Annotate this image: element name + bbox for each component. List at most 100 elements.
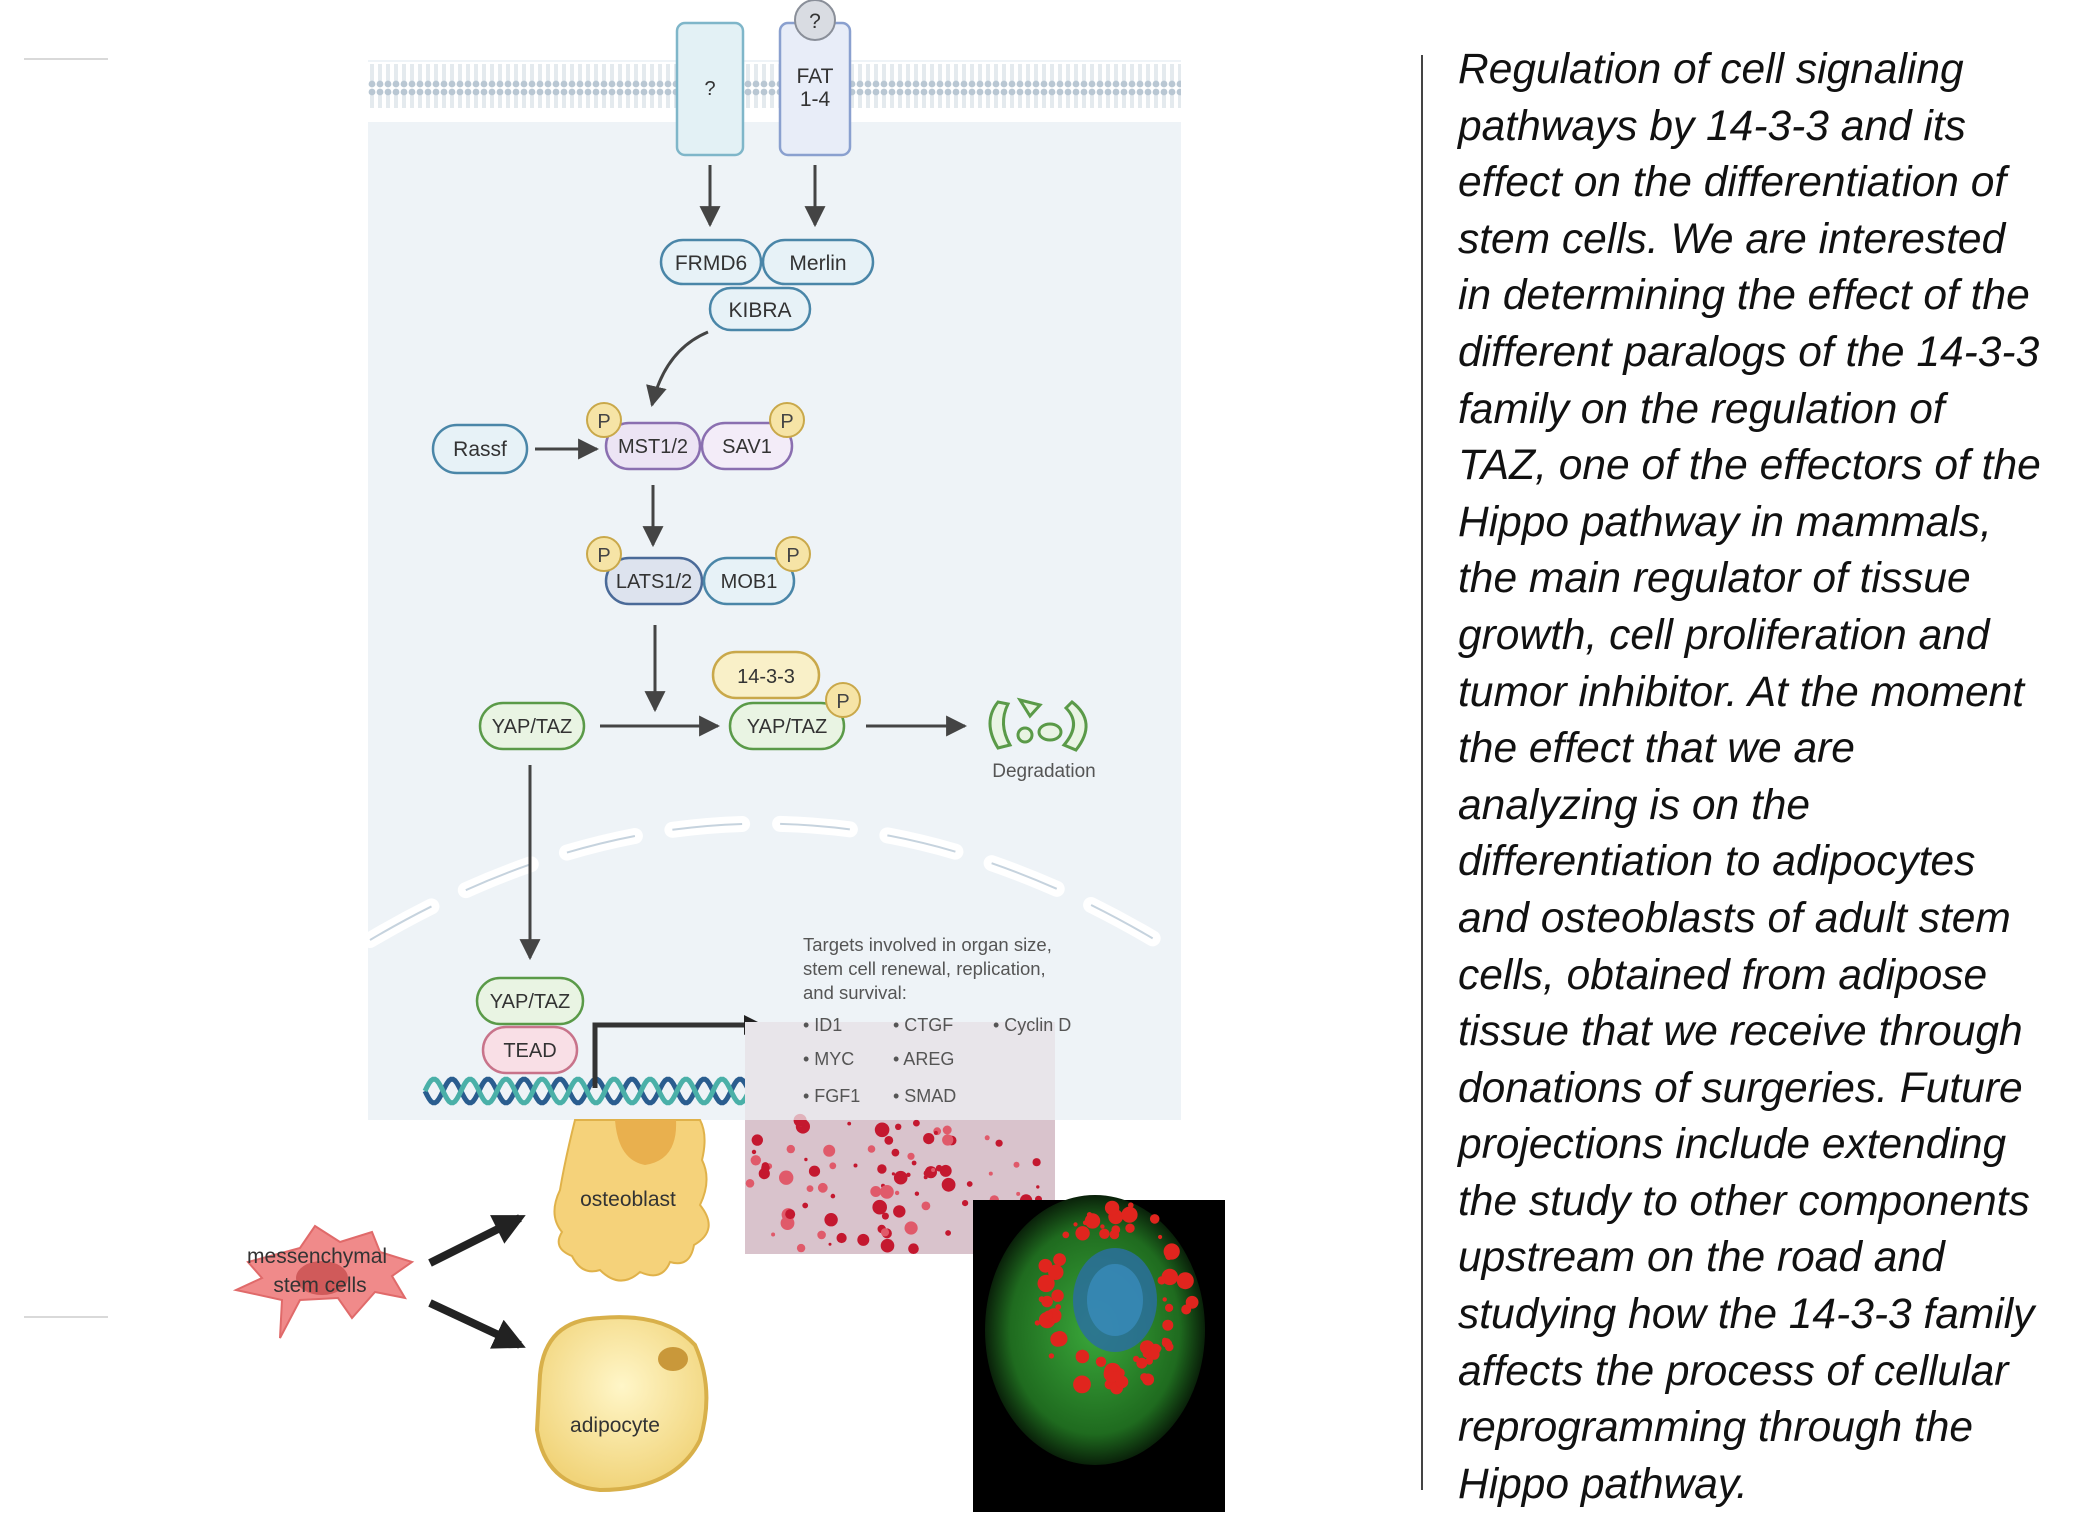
stain-dot bbox=[884, 1136, 894, 1145]
stain-dot bbox=[1036, 1185, 1040, 1189]
lipid-droplet bbox=[1111, 1225, 1121, 1235]
lipid-droplet bbox=[1037, 1274, 1055, 1293]
stain-dot bbox=[804, 1157, 808, 1162]
tead-node bbox=[481, 1025, 579, 1075]
stain-dot bbox=[796, 1243, 806, 1253]
yap-taz-nuc-node bbox=[475, 976, 585, 1026]
osteoblast-cell-icon bbox=[553, 1119, 710, 1282]
stain-dot bbox=[913, 1119, 920, 1127]
stain-dot bbox=[785, 1209, 796, 1220]
stain-dot bbox=[751, 1149, 757, 1155]
stain-dot bbox=[891, 1148, 900, 1157]
lipid-droplet bbox=[1038, 1296, 1045, 1303]
lipid-droplet bbox=[1099, 1228, 1110, 1240]
stain-dot bbox=[995, 1139, 1003, 1147]
target-smad: • SMAD bbox=[893, 1086, 956, 1106]
stain-dot bbox=[830, 1193, 836, 1199]
lipid-droplet bbox=[1050, 1331, 1066, 1347]
phospho-lats-label: P bbox=[597, 545, 610, 567]
lipid-droplet bbox=[1075, 1349, 1090, 1364]
phospho-lats bbox=[586, 536, 622, 572]
osteoblast-label: osteoblast bbox=[580, 1188, 676, 1211]
frmd6-label: FRMD6 bbox=[675, 252, 747, 275]
protein-1433-node bbox=[711, 650, 821, 700]
stain-dot bbox=[933, 1130, 938, 1135]
stain-dot bbox=[828, 1242, 832, 1246]
stain-dot bbox=[966, 1181, 973, 1187]
targets-heading: Targets involved in organ size, stem cel… bbox=[803, 934, 1057, 1003]
fluorescence-micrograph bbox=[973, 1195, 1225, 1512]
stain-dot bbox=[874, 1122, 890, 1138]
arrow-stem-osteoblast bbox=[428, 1214, 526, 1267]
lipid-droplet bbox=[1165, 1303, 1174, 1312]
stain-dot bbox=[914, 1191, 920, 1196]
stem-cell-nucleus bbox=[296, 1261, 348, 1295]
dna-helix-icon bbox=[422, 1076, 777, 1106]
stain-dot bbox=[847, 1121, 852, 1126]
stain-dot bbox=[817, 1230, 826, 1240]
stain-dot bbox=[880, 1228, 890, 1237]
rassf-node bbox=[431, 423, 529, 475]
lipid-droplet bbox=[1075, 1226, 1090, 1241]
phospho-sav1-label: P bbox=[780, 411, 793, 433]
stain-dot bbox=[984, 1135, 990, 1141]
stain-dot bbox=[893, 1170, 908, 1185]
lipid-droplet bbox=[1145, 1357, 1153, 1365]
lipid-droplet bbox=[1185, 1295, 1199, 1309]
sav1-label: SAV1 bbox=[722, 436, 772, 458]
stain-dot bbox=[761, 1162, 769, 1170]
stain-dot bbox=[931, 1168, 936, 1172]
stain-dot bbox=[962, 1200, 969, 1207]
lipid-droplet bbox=[1053, 1253, 1066, 1266]
lipid-droplet bbox=[1104, 1200, 1120, 1216]
lipid-droplet bbox=[1100, 1224, 1105, 1229]
stain-dot bbox=[911, 1160, 917, 1166]
degradation-label: Degradation bbox=[992, 761, 1096, 782]
osteoblast-nucleus bbox=[615, 1120, 677, 1165]
stain-dot bbox=[823, 1144, 836, 1157]
lats-label: LATS1/2 bbox=[616, 571, 692, 593]
stain-dot bbox=[853, 1163, 858, 1168]
cell-membrane-lipids bbox=[368, 64, 1181, 108]
stain-dot bbox=[1013, 1161, 1020, 1168]
lipid-droplet bbox=[1048, 1353, 1055, 1359]
lipid-droplet bbox=[1111, 1365, 1118, 1372]
lipid-droplet bbox=[1136, 1357, 1148, 1369]
stain-dot bbox=[857, 1233, 870, 1246]
mst-node bbox=[604, 421, 702, 471]
stain-dot bbox=[1032, 1158, 1041, 1167]
lipid-droplet bbox=[1133, 1355, 1140, 1362]
yap-taz-cyto-label: YAP/TAZ bbox=[492, 716, 572, 738]
target-ctgf: • CTGF bbox=[893, 1015, 953, 1035]
lipid-droplet bbox=[1158, 1234, 1163, 1240]
stain-dot bbox=[786, 1144, 795, 1154]
adipocyte-cell-icon bbox=[534, 1315, 709, 1493]
stain-dot bbox=[895, 1123, 902, 1131]
stain-dot bbox=[824, 1213, 838, 1227]
degradation-fragments-icon bbox=[988, 697, 1088, 752]
target-cyclin-d: • Cyclin D bbox=[993, 1015, 1071, 1035]
stain-dot bbox=[808, 1165, 821, 1177]
fat-ligand-label: ? bbox=[809, 10, 821, 33]
phospho-mst bbox=[586, 402, 622, 438]
description-text: Regulation of cell signaling pathways by… bbox=[1458, 46, 2041, 1508]
stain-dot bbox=[942, 1134, 954, 1146]
stain-dot bbox=[908, 1243, 919, 1254]
stain-dot bbox=[907, 1152, 915, 1160]
lipid-droplet bbox=[1082, 1220, 1088, 1226]
target-id1: • ID1 bbox=[803, 1015, 842, 1035]
mob1-label: MOB1 bbox=[721, 571, 778, 593]
lipid-droplet bbox=[1157, 1276, 1166, 1285]
lipid-droplet bbox=[1073, 1222, 1078, 1227]
stain-dot bbox=[802, 1202, 809, 1209]
stain-dot bbox=[923, 1133, 935, 1145]
stain-dot bbox=[880, 1185, 894, 1199]
rassf-label: Rassf bbox=[453, 438, 507, 461]
mst-label: MST1/2 bbox=[618, 436, 688, 458]
adipocyte-label: adipocyte bbox=[570, 1414, 660, 1437]
transcription-arrow bbox=[592, 1015, 764, 1088]
stain-dot bbox=[945, 1230, 951, 1236]
phospho-yaptaz-label: P bbox=[836, 691, 849, 713]
arrow-kibra-mst bbox=[646, 330, 709, 408]
merlin-node bbox=[761, 238, 875, 286]
